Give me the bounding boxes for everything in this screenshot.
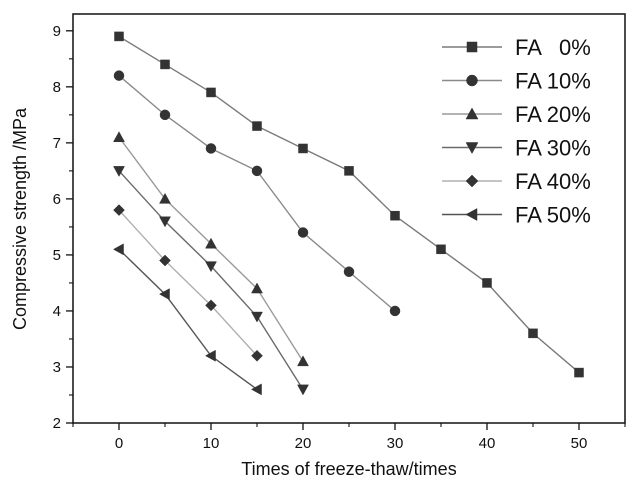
data-point bbox=[528, 328, 538, 339]
data-point bbox=[159, 109, 171, 121]
legend-marker bbox=[466, 74, 478, 87]
y-tick-label: 4 bbox=[53, 303, 61, 320]
y-tick-label: 5 bbox=[53, 247, 61, 264]
series-2 bbox=[113, 131, 309, 367]
data-point bbox=[113, 204, 125, 216]
legend-label: FA 50% bbox=[515, 203, 591, 228]
legend: FA 0% FA 10% FA 20% FA 30% FA 40% FA 50% bbox=[442, 35, 591, 228]
data-point bbox=[297, 355, 309, 367]
data-point bbox=[343, 266, 355, 277]
data-point bbox=[251, 311, 263, 323]
legend-item: FA 40% bbox=[442, 169, 591, 194]
legend-marker bbox=[465, 174, 479, 188]
data-point bbox=[298, 143, 308, 154]
data-point bbox=[159, 192, 171, 204]
data-point bbox=[205, 299, 217, 312]
series-3 bbox=[113, 166, 309, 396]
legend-label: FA 30% bbox=[515, 136, 591, 161]
legend-item: FA 10% bbox=[442, 69, 591, 94]
x-tick-label: 40 bbox=[479, 435, 496, 452]
y-axis-title: Compressive strength /MPa bbox=[10, 107, 30, 330]
data-point bbox=[297, 227, 309, 238]
y-tick-label: 7 bbox=[53, 135, 61, 152]
x-axis-title: Times of freeze-thaw/times bbox=[241, 459, 456, 479]
x-tick-label: 30 bbox=[387, 435, 404, 452]
y-tick-label: 2 bbox=[53, 415, 61, 432]
data-point bbox=[205, 143, 217, 154]
legend-label: FA 40% bbox=[515, 169, 591, 194]
data-point bbox=[389, 305, 401, 317]
data-point bbox=[250, 383, 262, 396]
legend-label: FA 20% bbox=[515, 102, 591, 127]
data-point bbox=[251, 282, 263, 294]
data-point bbox=[159, 216, 171, 228]
series-5 bbox=[112, 243, 262, 396]
data-point bbox=[112, 243, 124, 256]
data-point bbox=[204, 349, 216, 362]
x-tick-label: 20 bbox=[295, 435, 312, 452]
legend-label: FA 0% bbox=[515, 35, 591, 60]
legend-marker bbox=[465, 142, 479, 155]
data-point bbox=[113, 131, 125, 143]
data-point bbox=[205, 261, 217, 273]
series-line bbox=[118, 248, 258, 390]
data-point bbox=[113, 166, 125, 177]
data-point bbox=[344, 166, 354, 176]
x-axis-ticks: 0 10 20 30 40 50 bbox=[72, 423, 626, 452]
legend-item: FA 30% bbox=[442, 136, 591, 161]
series-line bbox=[118, 35, 580, 374]
y-tick-label: 3 bbox=[53, 359, 61, 376]
data-point bbox=[114, 31, 124, 42]
data-point bbox=[158, 288, 170, 301]
legend-marker bbox=[466, 41, 478, 53]
x-tick-label: 10 bbox=[203, 435, 220, 452]
legend-marker bbox=[465, 208, 478, 221]
legend-item: FA 0% bbox=[442, 35, 591, 60]
y-axis-ticks: 2 3 4 5 6 7 8 9 bbox=[53, 23, 73, 432]
y-tick-label: 8 bbox=[53, 79, 61, 96]
series-line bbox=[118, 209, 258, 357]
legend-marker bbox=[465, 107, 479, 120]
data-point bbox=[297, 384, 309, 396]
series-layer bbox=[112, 31, 584, 396]
data-point bbox=[482, 278, 492, 288]
data-point bbox=[205, 237, 217, 249]
data-point bbox=[206, 87, 216, 98]
series-4 bbox=[113, 204, 263, 362]
series-line bbox=[118, 136, 304, 362]
x-tick-label: 0 bbox=[115, 435, 123, 452]
series-0 bbox=[114, 31, 584, 378]
legend-item: FA 50% bbox=[442, 203, 591, 228]
data-point bbox=[251, 349, 263, 362]
series-1 bbox=[113, 70, 401, 317]
legend-item: FA 20% bbox=[442, 102, 591, 127]
data-point bbox=[251, 165, 263, 177]
legend-label: FA 10% bbox=[515, 69, 591, 94]
x-tick-label: 50 bbox=[571, 435, 588, 452]
y-tick-label: 6 bbox=[53, 191, 61, 208]
data-point bbox=[160, 59, 170, 70]
data-point bbox=[390, 210, 400, 221]
data-point bbox=[436, 244, 446, 255]
data-point bbox=[113, 70, 125, 81]
data-point bbox=[574, 367, 584, 378]
y-tick-label: 9 bbox=[53, 23, 61, 40]
data-point bbox=[159, 254, 171, 267]
data-point bbox=[252, 121, 262, 131]
